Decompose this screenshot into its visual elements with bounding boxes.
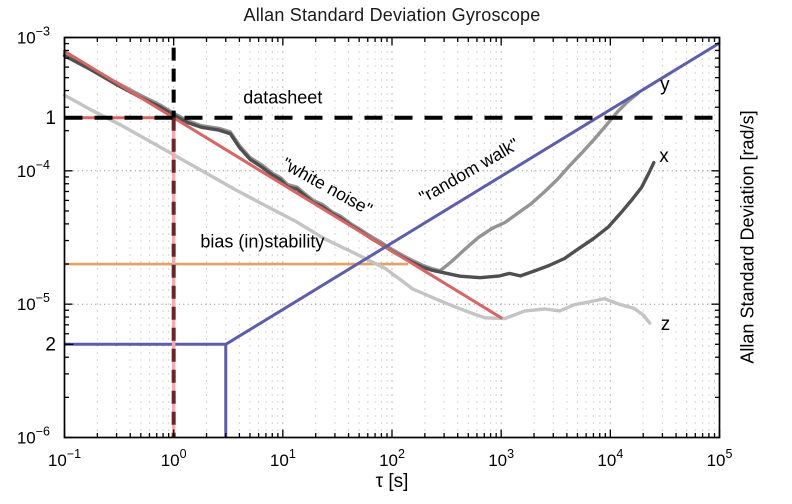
- white-noise-line: [63, 49, 503, 320]
- chart-title: Allan Standard Deviation Gyroscope: [243, 5, 541, 25]
- grid: [64, 37, 720, 438]
- axis-ticks: [63, 36, 721, 439]
- bias-instability-label: bias (in)stability: [200, 232, 324, 252]
- datasheet-label: datasheet: [243, 88, 322, 108]
- random-walk-line: [64, 41, 721, 346]
- series-x-label: x: [659, 146, 669, 167]
- y-extra-tick-label-1: 1: [45, 108, 56, 129]
- series-y-label: y: [660, 75, 670, 96]
- series-z-curve: [62, 93, 652, 325]
- y-extra-tick-label-2: 2: [45, 334, 56, 355]
- x-axis-label: τ [s]: [375, 471, 409, 492]
- series-z-label: z: [661, 314, 671, 335]
- y-axis-label-right: Allan Standard Deviation [rad/s]: [737, 110, 758, 364]
